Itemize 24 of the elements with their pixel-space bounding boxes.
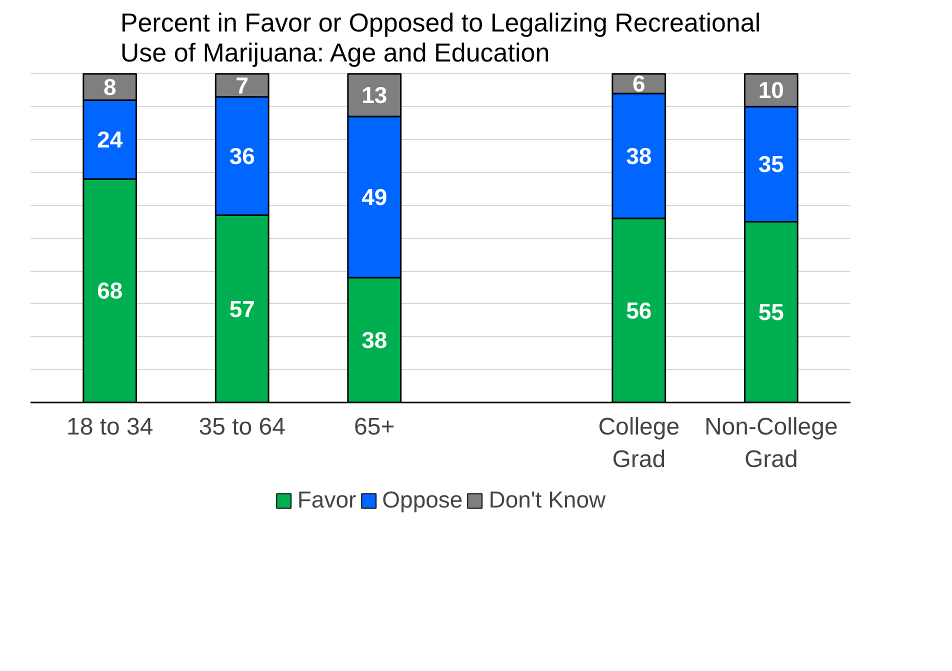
data-label: 49 [362, 184, 388, 210]
data-label: 7 [236, 72, 249, 98]
data-label: 13 [362, 82, 388, 108]
legend-label: Don't Know [488, 486, 606, 514]
data-label: 38 [362, 327, 388, 354]
x-tick-label: Non-College Grad [704, 414, 838, 473]
data-label: 55 [758, 299, 784, 326]
x-tick-label: College Grad [598, 414, 680, 473]
x-tick-label: 18 to 34 [66, 414, 154, 440]
data-label: 68 [97, 278, 123, 304]
x-tick-label: 65+ [354, 414, 395, 440]
legend-label: Favor [297, 486, 356, 514]
data-label: 57 [229, 296, 255, 322]
data-label: 56 [626, 297, 652, 324]
data-label: 24 [97, 126, 123, 153]
data-label: 6 [632, 70, 646, 97]
data-label: 35 [758, 151, 784, 178]
data-label: 36 [229, 142, 255, 169]
x-tick-label: 35 to 64 [198, 414, 286, 440]
legend-label: Oppose [382, 486, 463, 514]
data-label: 10 [758, 77, 784, 104]
data-label: 38 [626, 142, 652, 169]
data-label: 8 [103, 74, 116, 100]
chart-title: Percent in Favor or Opposed to Legalizing Recreational Use of Marijuana: Age and Education [120, 8, 761, 68]
